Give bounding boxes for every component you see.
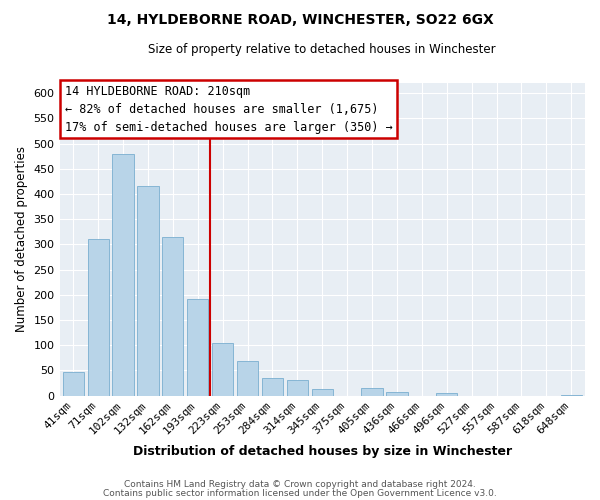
- Text: Contains HM Land Registry data © Crown copyright and database right 2024.: Contains HM Land Registry data © Crown c…: [124, 480, 476, 489]
- Bar: [137, 186, 158, 396]
- Bar: [311, 388, 333, 396]
- X-axis label: Distribution of detached houses by size in Winchester: Distribution of detached houses by size …: [133, 444, 512, 458]
- Bar: [386, 392, 407, 396]
- Text: 14, HYLDEBORNE ROAD, WINCHESTER, SO22 6GX: 14, HYLDEBORNE ROAD, WINCHESTER, SO22 6G…: [107, 12, 493, 26]
- Bar: [212, 343, 233, 396]
- Bar: [361, 388, 383, 396]
- Bar: [187, 299, 208, 396]
- Bar: [112, 154, 134, 396]
- Bar: [262, 378, 283, 396]
- Text: 14 HYLDEBORNE ROAD: 210sqm
← 82% of detached houses are smaller (1,675)
17% of s: 14 HYLDEBORNE ROAD: 210sqm ← 82% of deta…: [65, 84, 392, 134]
- Y-axis label: Number of detached properties: Number of detached properties: [15, 146, 28, 332]
- Bar: [162, 237, 184, 396]
- Text: Contains public sector information licensed under the Open Government Licence v3: Contains public sector information licen…: [103, 488, 497, 498]
- Bar: [88, 240, 109, 396]
- Bar: [436, 393, 457, 396]
- Title: Size of property relative to detached houses in Winchester: Size of property relative to detached ho…: [148, 42, 496, 56]
- Bar: [561, 394, 582, 396]
- Bar: [287, 380, 308, 396]
- Bar: [237, 361, 258, 396]
- Bar: [62, 372, 84, 396]
